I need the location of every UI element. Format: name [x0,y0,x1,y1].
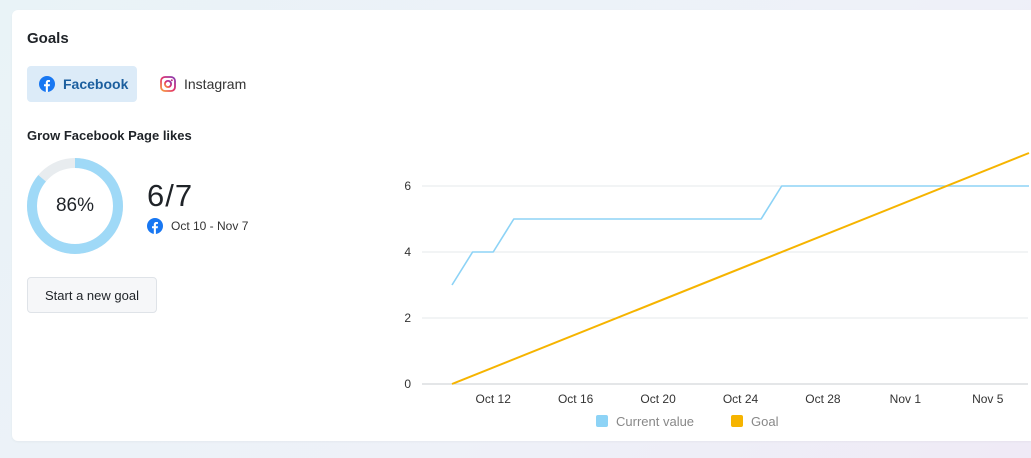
facebook-icon [39,76,55,92]
x-tick-label: Oct 16 [558,392,594,406]
tab-facebook[interactable]: Facebook [27,66,137,102]
progress-percent: 86% [55,195,95,216]
section-title: Goals [27,30,69,47]
tab-instagram-label: Instagram [184,76,247,92]
progress-donut [27,158,123,254]
goal-progress-chart: 0 2 4 6 Oct 12 Oct 16 Oct 20 Oct 24 Oct 28 Nov 1 N… [404,152,1030,429]
x-tick-label: Oct 12 [476,392,512,406]
goal-date-range: Oct 10 - Nov 7 [147,218,248,234]
y-tick-label: 4 [404,245,411,259]
x-tick-label: Oct 24 [723,392,759,406]
y-tick-label: 2 [404,311,411,325]
x-tick-label: Oct 20 [640,392,676,406]
legend-label: Current value [616,414,694,429]
progress-fraction: 6/7 [147,178,194,213]
legend-swatch [731,415,743,427]
date-range-text: Oct 10 - Nov 7 [171,219,249,233]
tab-instagram[interactable]: Instagram [148,66,258,102]
tab-facebook-label: Facebook [63,76,129,92]
facebook-icon [147,218,163,234]
goal-title: Grow Facebook Page likes [27,128,192,143]
instagram-icon [160,76,176,92]
x-tick-label: Nov 5 [972,392,1004,406]
series-line-goal [451,152,1030,385]
legend-label: Goal [751,414,779,429]
legend-swatch [596,415,608,427]
series-line-current-value [451,185,1029,286]
goals-card: Goals Facebook [12,10,1031,441]
y-tick-label: 6 [404,179,411,193]
x-tick-label: Oct 28 [805,392,841,406]
x-tick-label: Nov 1 [890,392,922,406]
y-tick-label: 0 [404,377,411,391]
start-new-goal-button[interactable]: Start a new goal [27,277,157,313]
